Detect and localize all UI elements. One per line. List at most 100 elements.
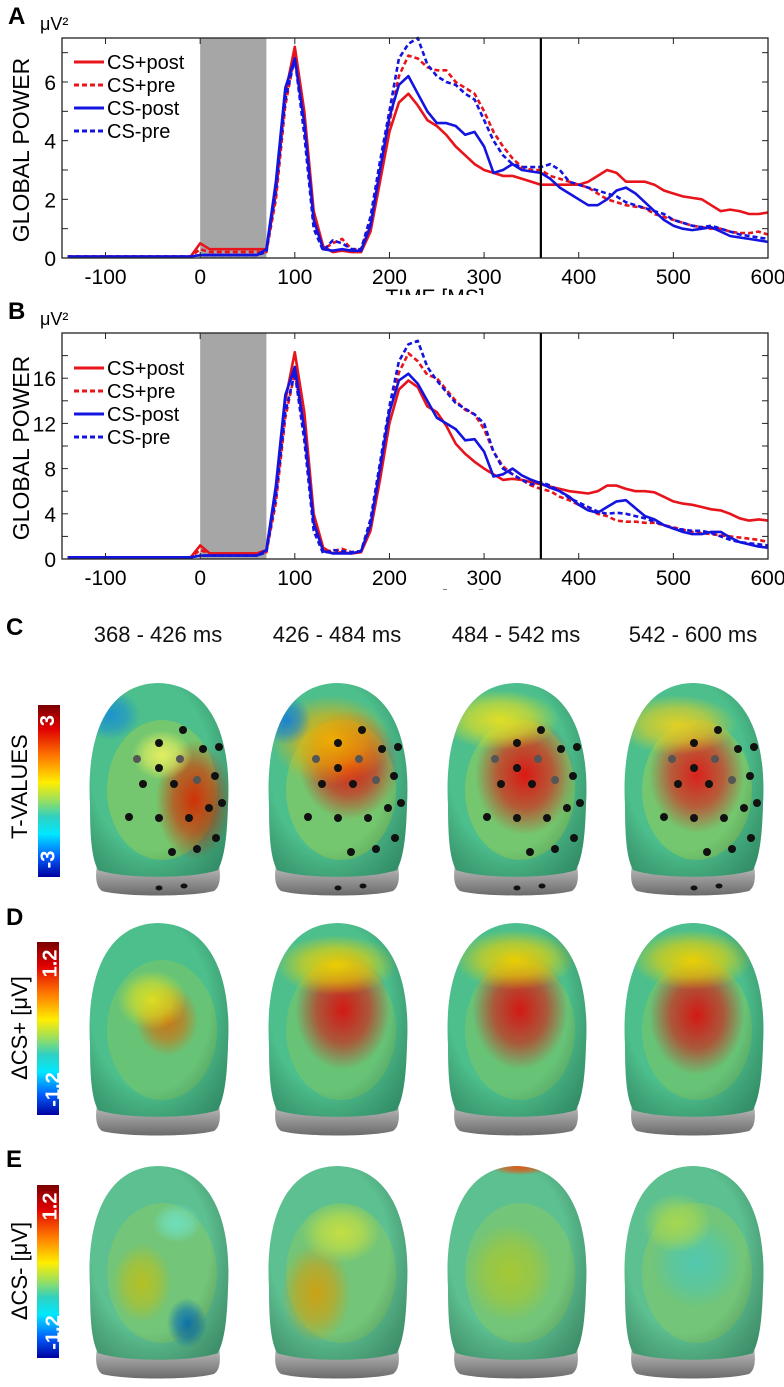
scalp-map xyxy=(447,1166,587,1360)
colorbar-c: 3 -3 xyxy=(37,705,60,877)
electrode-dot xyxy=(304,813,312,821)
electrode-dot xyxy=(155,885,163,891)
electrode-dot xyxy=(703,848,711,856)
topography-head-d-1 xyxy=(89,923,229,1136)
legend-label: CS-pre xyxy=(107,427,170,449)
y-axis-label: GLOBAL POWER xyxy=(8,58,34,242)
scalp-shading xyxy=(268,1166,408,1360)
electrode-dot xyxy=(176,755,184,763)
y-unit-label: μV² xyxy=(40,309,68,329)
electrode-dot xyxy=(543,814,551,822)
scalp-map xyxy=(447,923,587,1117)
x-tick-label: -100 xyxy=(85,266,127,289)
colorbar-max-label: 1.2 xyxy=(39,1192,62,1221)
electrode-dot xyxy=(513,885,521,891)
electrode-dot xyxy=(513,764,521,772)
electrode-dot xyxy=(668,755,676,763)
electrode-dot xyxy=(318,780,326,788)
electrode-dot xyxy=(674,780,682,788)
colorbar-title-c: T-VALUES xyxy=(7,734,32,839)
electrode-dot xyxy=(570,834,578,842)
topography-head-c-2 xyxy=(268,683,408,896)
y-tick-label: 6 xyxy=(44,72,56,95)
topography-head-e-1 xyxy=(89,1166,229,1379)
electrode-dot xyxy=(185,814,193,822)
y-axis-label: GLOBAL POWER xyxy=(8,356,34,540)
electrode-dot xyxy=(491,755,499,763)
electrode-dot xyxy=(711,755,719,763)
time-window-title: 484 - 542 ms xyxy=(451,622,581,647)
legend-label: CS-post xyxy=(107,404,180,426)
time-window-title: 542 - 600 ms xyxy=(628,622,758,647)
scalp-map xyxy=(268,923,408,1117)
electrode-dot xyxy=(740,804,748,812)
electrode-dot xyxy=(551,776,559,784)
x-axis-label: TIME [MS] xyxy=(385,286,484,295)
electrode-dot xyxy=(573,743,581,751)
panel-label: A xyxy=(8,3,25,30)
electrode-dot xyxy=(168,848,176,856)
stimulus-window xyxy=(200,38,267,258)
x-tick-label: 300 xyxy=(467,567,502,590)
electrode-dot xyxy=(359,883,367,889)
electrode-dot xyxy=(690,885,698,891)
electrode-dot xyxy=(347,848,355,856)
topography-head-c-4 xyxy=(624,683,764,896)
electrode-dot xyxy=(312,755,320,763)
scalp-map xyxy=(89,923,229,1117)
electrode-dot xyxy=(513,739,521,747)
panel-label: B xyxy=(8,298,25,325)
y-tick-label: 8 xyxy=(44,459,56,482)
electrode-dot xyxy=(728,776,736,784)
scalp-shading xyxy=(268,683,408,877)
stimulus-window xyxy=(200,333,267,559)
electrode-dot xyxy=(534,755,542,763)
scalp-shading xyxy=(624,683,764,877)
electrode-dot xyxy=(133,755,141,763)
electrode-dot xyxy=(364,814,372,822)
colorbar-min-label: -3 xyxy=(37,850,60,869)
legend-label: CS-pre xyxy=(107,121,170,143)
colorbar-title-d: ΔCS+ [μV] xyxy=(7,976,32,1080)
electrode-dot xyxy=(199,745,207,753)
electrode-dot xyxy=(734,745,742,753)
legend-label: CS+post xyxy=(107,52,185,74)
electrode-dot xyxy=(714,726,722,734)
scalp-shading xyxy=(624,923,764,1117)
electrode-dot xyxy=(155,739,163,747)
y-tick-label: 2 xyxy=(44,189,56,212)
electrode-dot xyxy=(139,780,147,788)
electrode-dot xyxy=(372,845,380,853)
electrode-dot xyxy=(334,739,342,747)
y-tick-label: 12 xyxy=(33,413,56,436)
scalp-shading xyxy=(89,923,229,1117)
electrode-dot xyxy=(384,804,392,812)
x-tick-label: 300 xyxy=(467,266,502,289)
electrode-dot xyxy=(355,755,363,763)
colorbar-min-label: -1.2 xyxy=(42,1072,65,1107)
x-axis-label: TIME [MS] xyxy=(385,587,484,590)
topography-head-d-3 xyxy=(447,923,587,1136)
electrode-dot xyxy=(690,814,698,822)
electrode-dot xyxy=(747,834,755,842)
electrode-dot xyxy=(660,813,668,821)
topography-head-e-2 xyxy=(268,1166,408,1379)
colorbar-d: 1.2 -1.2 xyxy=(37,942,65,1115)
scalp-shading xyxy=(447,683,587,877)
electrode-dot xyxy=(563,804,571,812)
electrode-dot xyxy=(526,848,534,856)
electrode-dot xyxy=(537,726,545,734)
electrode-dot xyxy=(193,776,201,784)
scalp-map xyxy=(624,1166,764,1360)
y-tick-label: 4 xyxy=(44,504,56,527)
scalp-shading xyxy=(447,923,587,1117)
colorbar-max-label: 3 xyxy=(37,714,60,727)
electrode-dot xyxy=(372,776,380,784)
x-tick-label: -100 xyxy=(85,567,127,590)
x-tick-label: 600 xyxy=(750,266,784,289)
electrode-dot xyxy=(483,813,491,821)
electrode-dot xyxy=(753,799,761,807)
plot-frame xyxy=(61,37,769,259)
